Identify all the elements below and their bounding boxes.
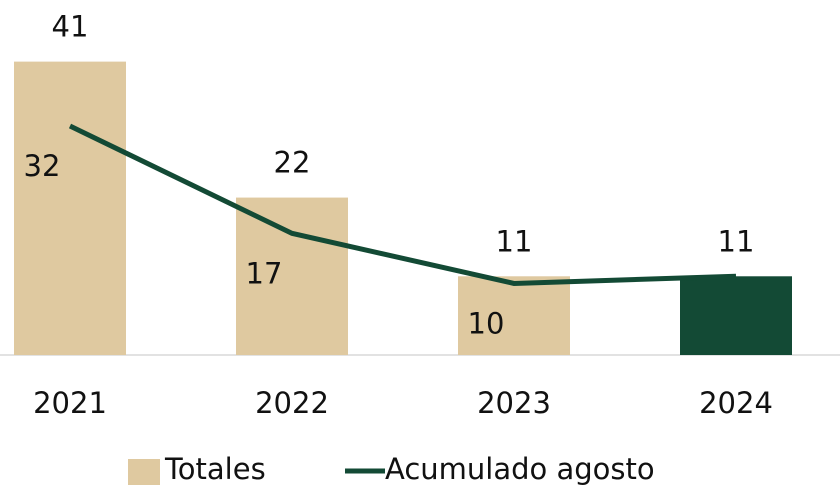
line-value-label: 10 <box>468 306 505 340</box>
bar-value-label: 11 <box>496 224 533 258</box>
x-tick-label: 2021 <box>33 386 107 420</box>
legend-label: Totales <box>164 452 266 486</box>
bar <box>236 197 348 355</box>
legend-swatch <box>128 459 160 485</box>
line <box>68 123 737 286</box>
bar-value-label: 41 <box>52 10 89 44</box>
bar-value-label: 11 <box>718 224 755 258</box>
x-tick-label: 2023 <box>477 386 551 420</box>
line-value-label: 32 <box>24 149 61 183</box>
x-tick-label: 2024 <box>699 386 773 420</box>
line-value-label: 17 <box>246 256 283 290</box>
bar <box>14 61 126 355</box>
bar <box>680 276 792 355</box>
bar <box>458 276 570 355</box>
x-tick-label: 2022 <box>255 386 329 420</box>
bar-value-label: 22 <box>274 146 311 180</box>
legend-label: Acumulado agosto <box>385 452 655 486</box>
